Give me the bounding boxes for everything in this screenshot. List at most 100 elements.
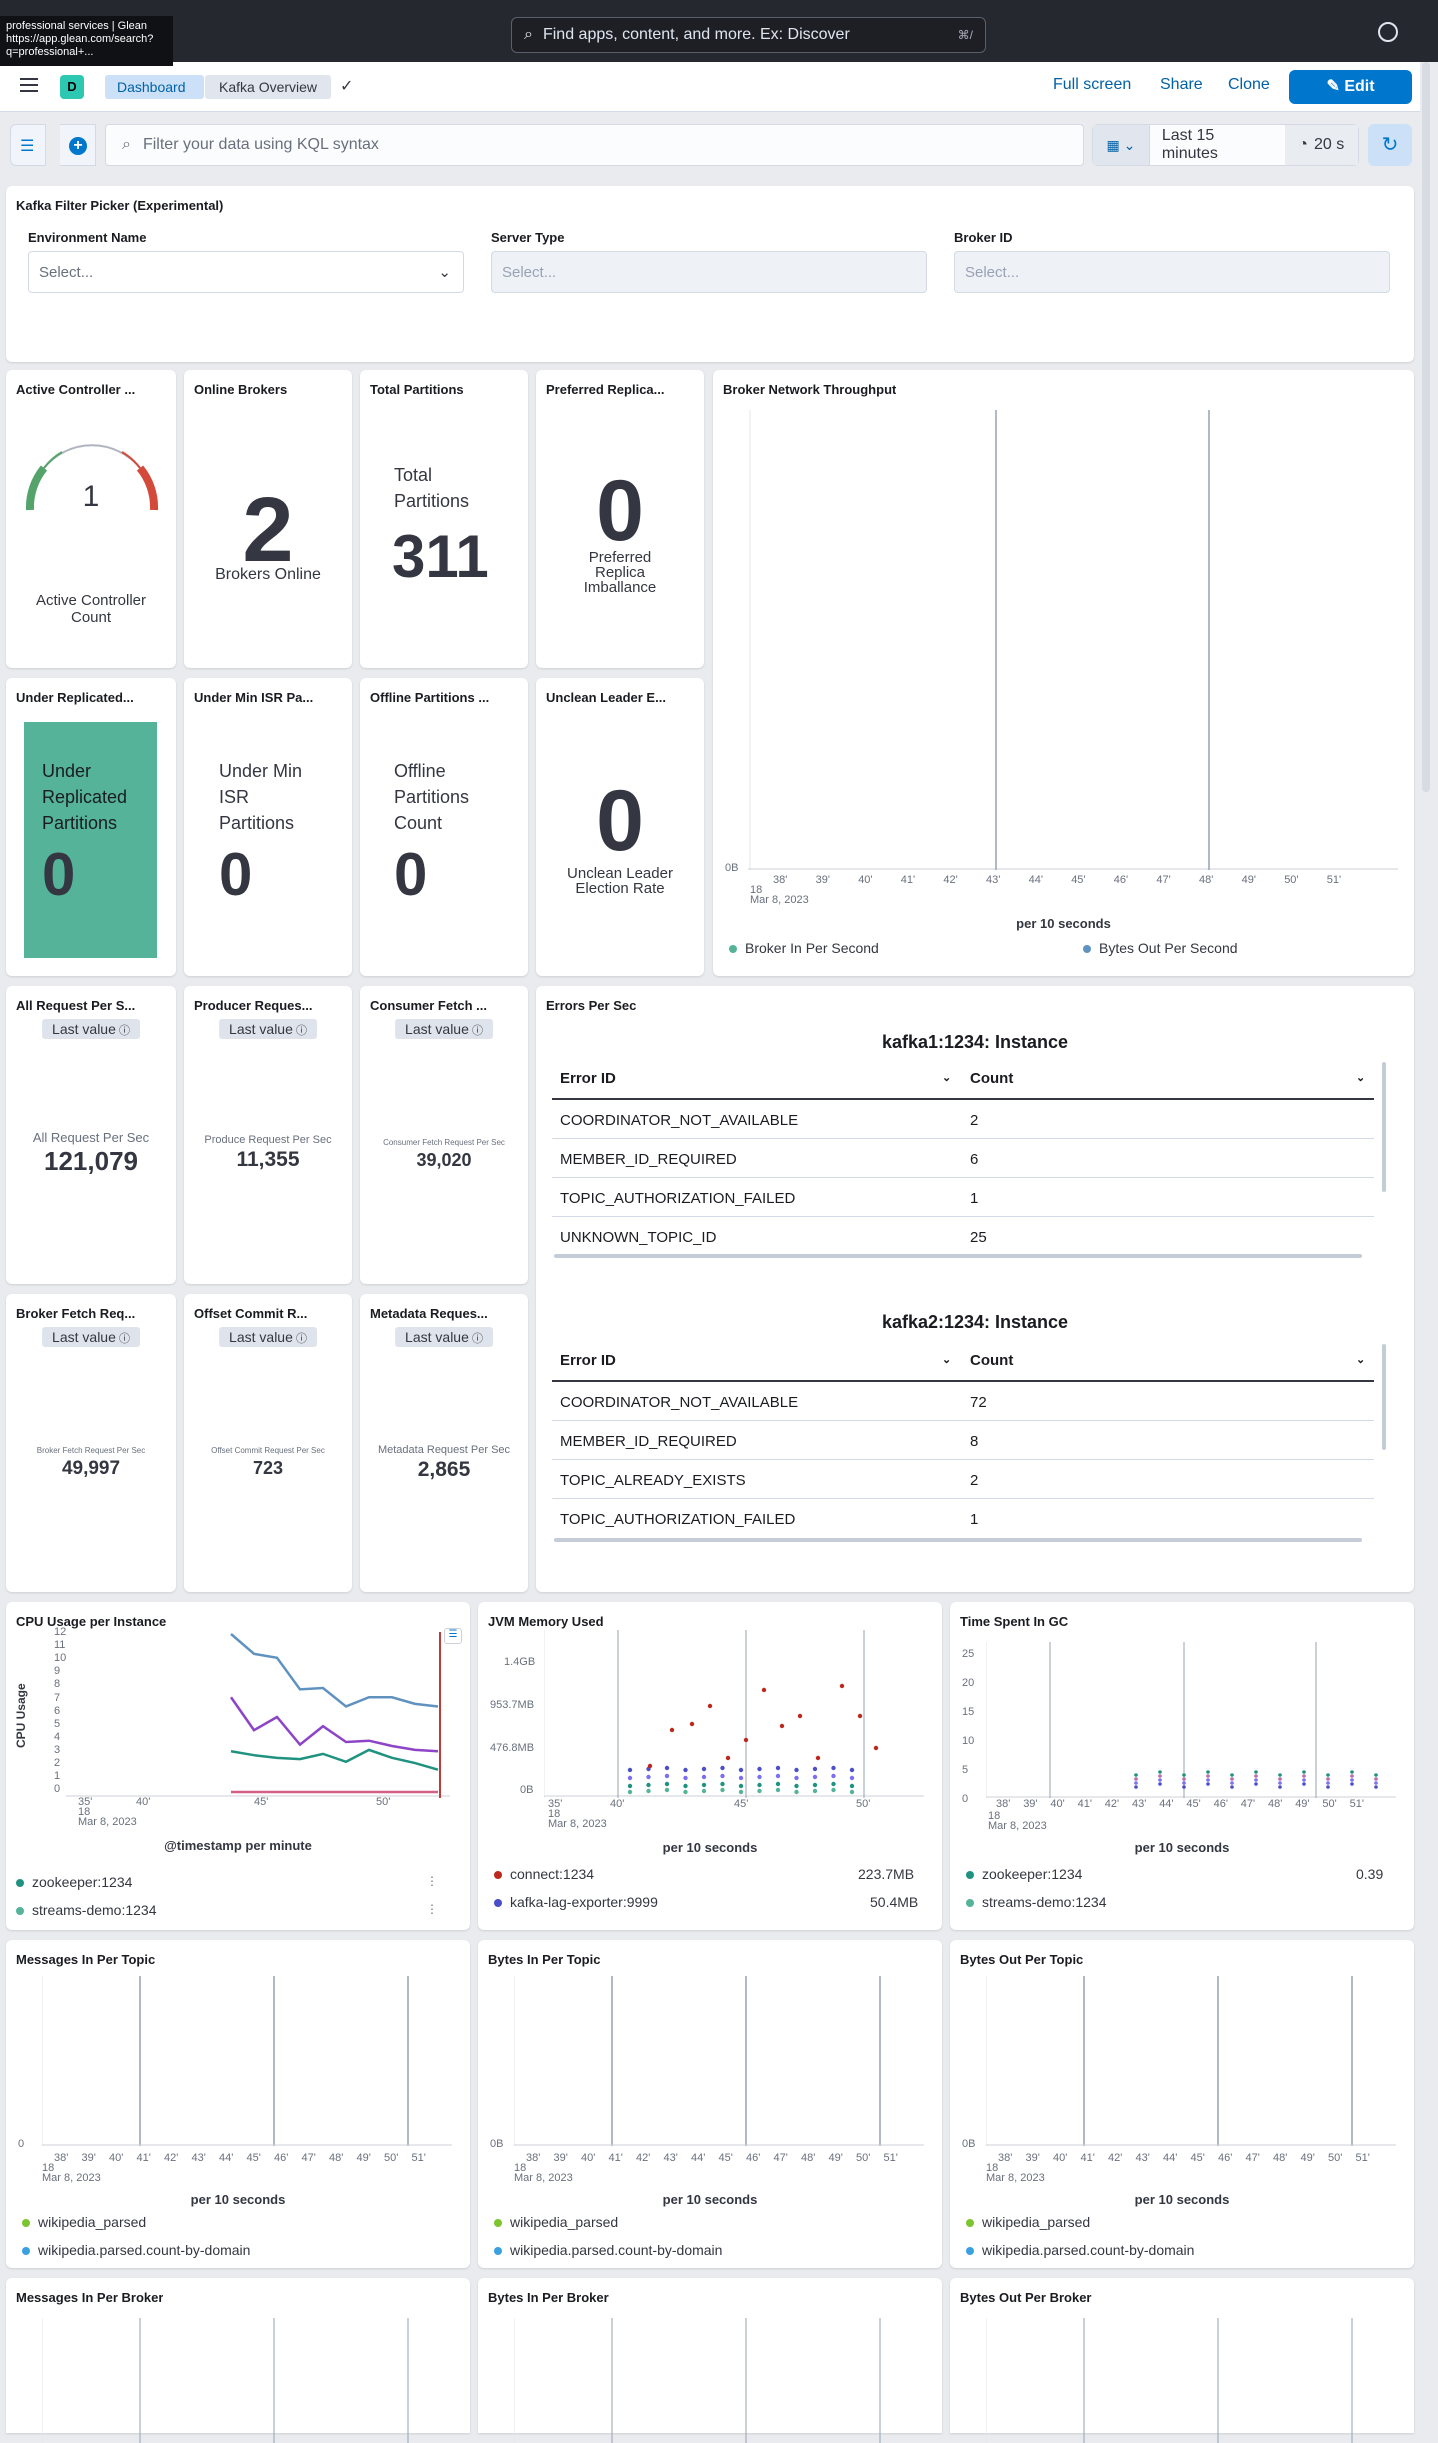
x-tick: 49' xyxy=(1241,874,1256,886)
legend-item[interactable]: connect:1234 xyxy=(494,1866,594,1882)
add-filter-button[interactable]: + xyxy=(60,124,96,166)
jvm-panel: JVM Memory Used 1.4GB 953.7MB 476.8MB 0B… xyxy=(478,1602,942,1930)
all-request-panel: All Request Per S... Last value All Requ… xyxy=(6,986,176,1284)
x-tick: 46' xyxy=(746,2152,761,2164)
date-picker[interactable]: ▦ ⌄ Last 15 minutes ◔ 20 s xyxy=(1092,124,1359,166)
column-header[interactable]: Error ID xyxy=(560,1070,616,1087)
vertical-scrollbar[interactable] xyxy=(1382,1062,1386,1192)
horizontal-scrollbar[interactable] xyxy=(554,1254,1362,1258)
jvm-point xyxy=(812,1766,818,1772)
chevron-down-icon[interactable]: ⌄ xyxy=(1356,1072,1366,1084)
kql-placeholder: Filter your data using KQL syntax xyxy=(142,136,379,153)
metric-value: 2,865 xyxy=(417,1458,471,1481)
global-search[interactable]: ⌕ Find apps, content, and more. Ex: Disc… xyxy=(511,17,986,53)
last-value-badge[interactable]: Last value xyxy=(219,1019,317,1039)
edit-label: Edit xyxy=(1344,78,1375,95)
x-tick: 45' xyxy=(1186,1798,1201,1810)
horizontal-scrollbar[interactable] xyxy=(554,1538,1362,1542)
vertical-scrollbar[interactable] xyxy=(1382,1344,1386,1450)
legend-item[interactable]: wikipedia.parsed.count-by-domain xyxy=(966,2242,1194,2258)
error-count: 25 xyxy=(970,1229,987,1246)
last-value-badge[interactable]: Last value xyxy=(395,1327,493,1347)
legend-item[interactable]: wikipedia_parsed xyxy=(966,2214,1090,2230)
kql-search-input[interactable]: ⌕ Filter your data using KQL syntax xyxy=(105,124,1084,166)
menu-icon[interactable] xyxy=(20,78,38,92)
refresh-interval-value: 20 s xyxy=(1313,136,1345,153)
column-header[interactable]: Count xyxy=(970,1352,1014,1369)
table-title: kafka2:1234: Instance xyxy=(881,1312,1069,1332)
legend-toggle-icon[interactable]: ☰ xyxy=(444,1628,462,1644)
full-screen-button[interactable]: Full screen xyxy=(1053,76,1132,93)
legend-item[interactable]: wikipedia_parsed xyxy=(494,2214,618,2230)
calendar-icon[interactable]: ▦ ⌄ xyxy=(1093,125,1150,165)
x-tick: 47' xyxy=(773,2152,788,2164)
filter-menu-icon[interactable]: ☰ xyxy=(10,124,46,166)
more-icon[interactable]: ⋮ xyxy=(426,1874,438,1888)
last-value-badge[interactable]: Last value xyxy=(395,1019,493,1039)
space-avatar[interactable]: D xyxy=(60,75,84,99)
x-tick: 41' xyxy=(900,874,916,886)
legend-item[interactable]: zookeeper:1234 xyxy=(966,1866,1082,1882)
chevron-down-icon[interactable]: ⌄ xyxy=(1356,1354,1366,1366)
refresh-button[interactable]: ↻ xyxy=(1368,124,1412,166)
legend-item[interactable]: streams-demo:1234 xyxy=(966,1894,1107,1910)
legend-item[interactable]: wikipedia_parsed xyxy=(22,2214,146,2230)
field-label: Environment Name xyxy=(28,230,147,245)
jvm-point xyxy=(794,1767,799,1773)
gc-point xyxy=(1326,1773,1330,1777)
column-header[interactable]: Count xyxy=(970,1070,1014,1087)
time-range[interactable]: Last 15 minutes xyxy=(1161,127,1218,162)
broker-chart-grid xyxy=(986,2318,1353,2443)
x-axis-label: per 10 seconds xyxy=(1134,1840,1230,1855)
legend-item[interactable]: wikipedia.parsed.count-by-domain xyxy=(22,2242,250,2258)
legend-item[interactable]: wikipedia.parsed.count-by-domain xyxy=(494,2242,722,2258)
legend-item[interactable]: streams-demo:1234 xyxy=(16,1902,157,1918)
y-tick: 6 xyxy=(54,1704,61,1717)
legend-item[interactable]: Bytes Out Per Second xyxy=(1083,940,1238,956)
stat-value: 311 xyxy=(392,523,489,590)
error-count: 1 xyxy=(970,1190,979,1207)
panel-title: Bytes In Per Topic xyxy=(488,1952,601,1967)
errors-table: Error ID ⌄ Count ⌄ COORDINATOR_NOT_AVAIL… xyxy=(552,1058,1374,1247)
chevron-down-icon[interactable]: ⌄ xyxy=(942,1354,952,1366)
edit-button[interactable]: ✎ Edit xyxy=(1289,70,1412,104)
refresh-interval[interactable]: ◔ 20 s xyxy=(1284,125,1358,165)
more-icon[interactable]: ⋮ xyxy=(426,1902,438,1916)
last-value-badge[interactable]: Last value xyxy=(42,1019,140,1039)
consumer-panel: Consumer Fetch ... Last value Consumer F… xyxy=(360,986,528,1284)
broker-id-select[interactable]: Select... xyxy=(954,251,1390,293)
breadcrumb-dashboard[interactable]: Dashboard xyxy=(105,75,204,99)
share-button[interactable]: Share xyxy=(1160,76,1203,93)
page-scrollbar[interactable] xyxy=(1422,62,1430,792)
offline-partitions-panel: Offline Partitions ... Offline Partition… xyxy=(360,678,528,976)
x-tick: 39' xyxy=(553,2152,568,2164)
jvm-point xyxy=(757,1766,762,1772)
legend-dot xyxy=(494,2219,502,2228)
last-value-badge[interactable]: Last value xyxy=(42,1327,140,1347)
legend-label: wikipedia.parsed.count-by-domain xyxy=(510,2242,723,2258)
environment-select[interactable]: Select... ⌄ xyxy=(28,251,464,293)
jvm-point xyxy=(873,1745,879,1751)
last-value-badge[interactable]: Last value xyxy=(219,1327,317,1347)
jvm-point xyxy=(647,1763,653,1769)
y-tick: 10 xyxy=(54,1652,67,1665)
topic-chart-panel: Messages In Per Topic 0 38' 39' 40' 41' 42' 43'… xyxy=(6,1940,470,2268)
clone-button[interactable]: Clone xyxy=(1228,76,1270,93)
x-tick: 48' xyxy=(801,2152,816,2164)
legend-item[interactable]: Broker In Per Second xyxy=(729,940,879,956)
chevron-down-icon[interactable]: ⌄ xyxy=(942,1072,952,1084)
jvm-point xyxy=(794,1789,799,1795)
gc-point xyxy=(1182,1785,1186,1789)
jvm-point xyxy=(738,1783,744,1789)
legend-item[interactable]: zookeeper:1234 xyxy=(16,1874,132,1890)
legend-value: 223.7MB xyxy=(858,1866,915,1882)
jvm-point xyxy=(812,1782,818,1788)
help-icon[interactable] xyxy=(1378,22,1398,42)
x-tick: 39' xyxy=(81,2152,96,2164)
gc-point xyxy=(1134,1781,1138,1785)
server-type-select[interactable]: Select... xyxy=(491,251,927,293)
jvm-point xyxy=(669,1727,675,1733)
legend-item[interactable]: kafka-lag-exporter:9999 xyxy=(494,1894,658,1910)
gc-point xyxy=(1302,1770,1306,1774)
column-header[interactable]: Error ID xyxy=(560,1352,616,1369)
